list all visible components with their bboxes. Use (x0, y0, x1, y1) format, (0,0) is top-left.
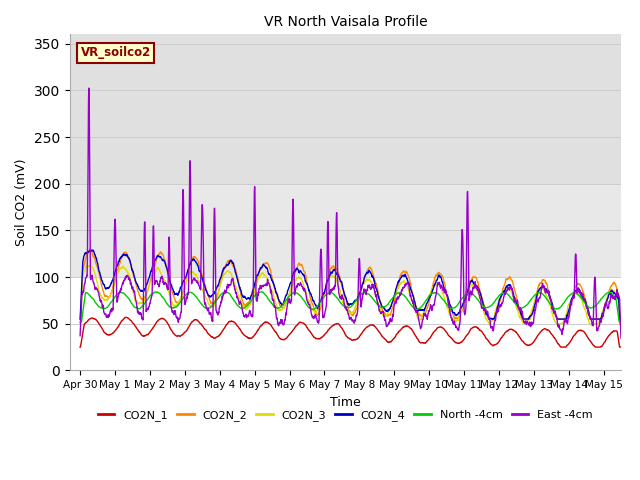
X-axis label: Time: Time (330, 396, 361, 408)
Text: VR_soilco2: VR_soilco2 (81, 46, 151, 59)
Legend: CO2N_1, CO2N_2, CO2N_3, CO2N_4, North -4cm, East -4cm: CO2N_1, CO2N_2, CO2N_3, CO2N_4, North -4… (93, 406, 597, 425)
Y-axis label: Soil CO2 (mV): Soil CO2 (mV) (15, 158, 28, 246)
Title: VR North Vaisala Profile: VR North Vaisala Profile (264, 15, 427, 29)
Bar (70, 35, 621, 184)
Bar (70, 184, 621, 277)
